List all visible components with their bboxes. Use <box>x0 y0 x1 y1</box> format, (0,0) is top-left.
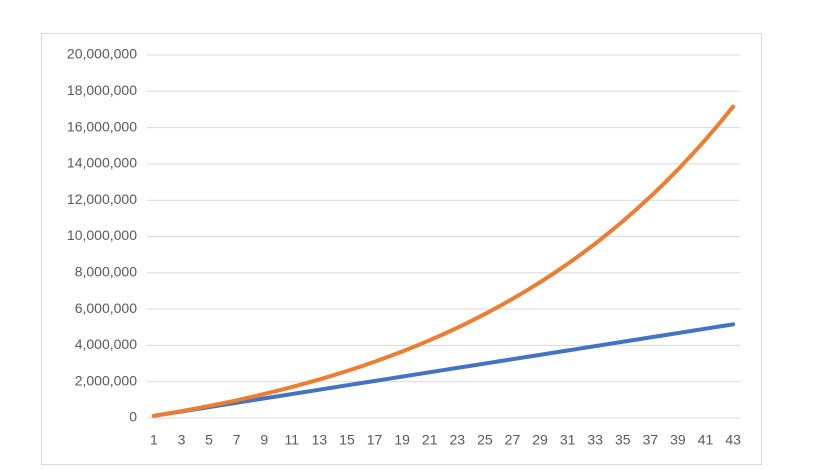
y-tick-label: 12,000,000 <box>67 191 137 207</box>
x-tick-label: 33 <box>587 432 603 448</box>
y-tick-label: 18,000,000 <box>67 82 137 98</box>
series-line <box>151 104 736 418</box>
x-tick-label: 5 <box>205 432 213 448</box>
y-tick-label: 16,000,000 <box>67 118 137 134</box>
x-tick-label: 9 <box>260 432 268 448</box>
x-tick-label: 35 <box>615 432 631 448</box>
x-tick-label: 41 <box>698 432 714 448</box>
x-tick-label: 17 <box>367 432 383 448</box>
x-tick-label: 39 <box>670 432 686 448</box>
x-tick-label: 23 <box>450 432 466 448</box>
x-tick-label: 13 <box>312 432 328 448</box>
series-line <box>151 322 736 418</box>
x-tick-label: 19 <box>394 432 410 448</box>
x-tick-label: 21 <box>422 432 438 448</box>
x-tick-label: 7 <box>233 432 241 448</box>
y-tick-label: 0 <box>129 409 137 425</box>
y-tick-label: 20,000,000 <box>67 46 137 62</box>
y-tick-label: 8,000,000 <box>75 264 137 280</box>
x-tick-label: 15 <box>339 432 355 448</box>
y-tick-label: 10,000,000 <box>67 227 137 243</box>
x-tick-label: 25 <box>477 432 493 448</box>
x-tick-label: 37 <box>643 432 659 448</box>
x-tick-label: 11 <box>285 432 300 448</box>
y-tick-label: 4,000,000 <box>75 336 137 352</box>
y-tick-label: 6,000,000 <box>75 300 137 316</box>
x-tick-label: 3 <box>178 432 186 448</box>
x-tick-label: 27 <box>505 432 521 448</box>
x-tick-label: 29 <box>532 432 548 448</box>
x-tick-label: 43 <box>725 432 741 448</box>
x-tick-label: 31 <box>560 432 576 448</box>
chart-area <box>41 33 762 465</box>
y-tick-label: 2,000,000 <box>75 372 137 388</box>
y-tick-label: 14,000,000 <box>67 155 137 171</box>
x-tick-label: 1 <box>150 432 158 448</box>
